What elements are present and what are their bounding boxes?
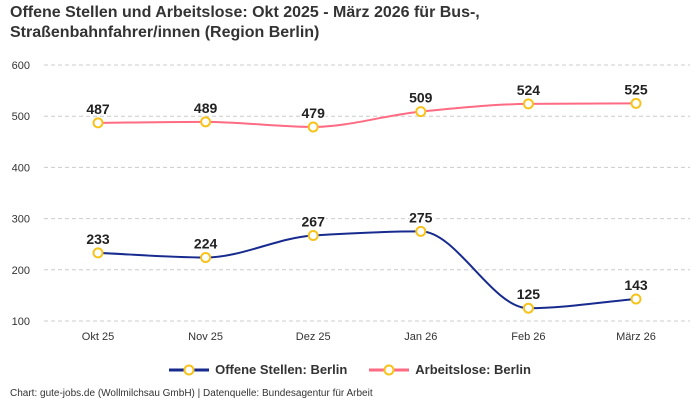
data-point	[630, 293, 642, 305]
legend-line-marker-icon	[169, 364, 210, 375]
data-point	[522, 302, 534, 314]
data-point	[92, 247, 104, 259]
data-point	[415, 106, 427, 118]
chart-credits: Chart: gute-jobs.de (Wollmilchsau GmbH) …	[10, 388, 373, 399]
y-tick-label: 400	[12, 162, 30, 174]
series-line	[97, 230, 637, 310]
data-label: 525	[624, 81, 648, 97]
data-point	[630, 97, 642, 109]
y-tick-label: 300	[12, 214, 30, 226]
x-tick-label: Feb 26	[511, 331, 545, 343]
x-tick-label: Jan 26	[404, 331, 437, 343]
x-tick-label: März 26	[616, 331, 656, 343]
legend: Offene Stellen: Berlin Arbeitslose: Berl…	[0, 362, 700, 377]
data-point	[200, 252, 212, 264]
chart-title: Offene Stellen und Arbeitslose: Okt 2025…	[10, 4, 480, 41]
data-label: 143	[624, 277, 648, 293]
data-point	[200, 116, 212, 128]
data-point	[415, 225, 427, 237]
data-label: 487	[86, 101, 110, 117]
data-label: 509	[409, 90, 433, 106]
data-point	[522, 98, 534, 110]
data-label: 224	[194, 236, 218, 252]
x-tick-label: Dez 25	[296, 331, 331, 343]
y-tick-label: 200	[12, 265, 30, 277]
y-tick-label: 600	[12, 60, 30, 72]
legend-item-offene-stellen[interactable]: Offene Stellen: Berlin	[169, 362, 347, 377]
legend-line-marker-icon	[369, 364, 410, 375]
data-label: 489	[194, 100, 218, 116]
line-chart: 100 200 300 400 500 600 Okt 25 Nov 25 Dez 25 Jan …	[12, 60, 690, 343]
data-label: 233	[86, 231, 110, 247]
data-label: 524	[517, 82, 541, 98]
data-label: 267	[302, 213, 326, 229]
data-label: 125	[517, 286, 541, 302]
x-tick-label: Nov 25	[188, 331, 223, 343]
data-point	[307, 121, 319, 133]
data-label: 275	[409, 209, 433, 225]
legend-label: Offene Stellen: Berlin	[215, 362, 348, 377]
series-line	[97, 102, 637, 128]
data-point	[307, 229, 319, 241]
y-tick-label: 100	[12, 316, 30, 328]
x-tick-label: Okt 25	[82, 331, 114, 343]
data-point	[92, 117, 104, 129]
y-tick-label: 500	[12, 111, 30, 123]
legend-label: Arbeitslose: Berlin	[415, 362, 531, 377]
legend-item-arbeitslose[interactable]: Arbeitslose: Berlin	[369, 362, 531, 377]
data-label: 479	[302, 105, 326, 121]
